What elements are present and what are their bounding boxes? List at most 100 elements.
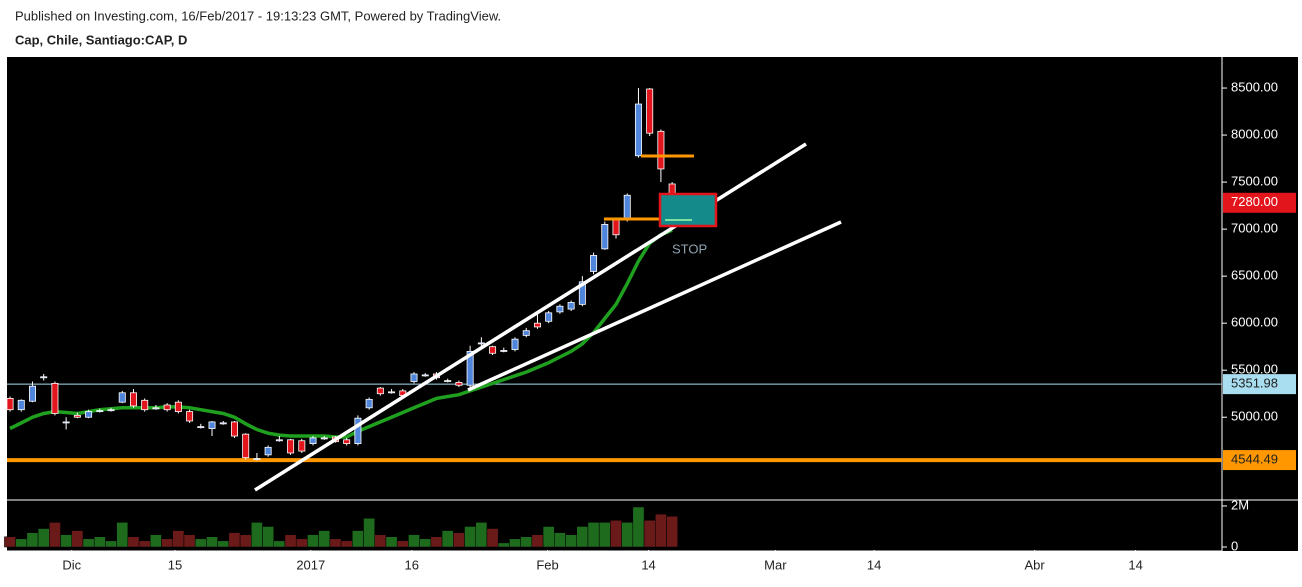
candle-body — [107, 409, 115, 412]
volume-bar — [374, 534, 387, 548]
candle-body — [578, 281, 586, 305]
candle-body — [511, 338, 519, 350]
candle-body — [489, 346, 497, 354]
volume-bar — [228, 532, 241, 548]
volume-bar — [183, 534, 196, 548]
price-label-box — [1223, 374, 1296, 395]
candle-body — [129, 392, 137, 407]
volume-bar — [127, 536, 140, 548]
volume-bar — [396, 540, 409, 548]
candle-body — [354, 417, 362, 444]
volume-bar — [486, 528, 499, 548]
stop-zone — [658, 192, 718, 228]
volume-bar — [453, 532, 465, 548]
volume-bar — [329, 538, 342, 548]
candle-body — [455, 382, 463, 386]
volume-bar — [262, 526, 274, 548]
candle-body — [533, 322, 541, 328]
volume-bar — [430, 536, 443, 548]
volume-bar — [531, 534, 544, 548]
trend-line — [467, 220, 842, 392]
candle-body — [612, 219, 620, 236]
candle-body — [230, 421, 238, 437]
volume-bar — [408, 534, 420, 548]
candle-body — [320, 437, 328, 440]
x-tick-label: Abr — [1024, 557, 1045, 572]
candle-body — [174, 401, 182, 412]
x-tick-label: Feb — [536, 557, 558, 572]
volume-bar — [666, 515, 678, 548]
volume-bar — [273, 540, 286, 548]
x-tick-label: 15 — [168, 557, 182, 572]
price-label: 7280.00 — [1231, 194, 1278, 209]
volume-bar — [576, 526, 589, 548]
volume-bar — [37, 528, 50, 548]
volume-bar — [509, 538, 521, 548]
volume-bar — [318, 530, 331, 548]
candle-body — [298, 440, 306, 452]
candle-body — [62, 421, 70, 424]
volume-bar — [161, 538, 173, 548]
y-tick-label: 8000.00 — [1231, 127, 1278, 142]
source-note: Published on Investing.com, 16/Feb/2017 … — [15, 8, 501, 23]
volume-bar — [542, 526, 555, 548]
candle-body — [118, 392, 126, 403]
candle-body — [376, 387, 384, 395]
volume-bar — [385, 536, 398, 548]
candle-body — [51, 382, 59, 414]
volume-bar — [475, 522, 488, 548]
volume-bar — [172, 530, 185, 548]
volume-bar — [82, 538, 95, 548]
volume-bar — [340, 540, 353, 548]
y-tick-label: 6500.00 — [1231, 268, 1278, 283]
volume-bar — [610, 520, 622, 548]
x-tick-label: 14 — [641, 557, 655, 572]
volume-bar — [60, 534, 73, 548]
x-tick-label: 14 — [1128, 557, 1142, 572]
candle-body — [500, 350, 508, 352]
volume-bar — [284, 534, 297, 548]
candle-body — [556, 305, 564, 313]
candle-body — [309, 437, 317, 444]
candle-body — [17, 399, 25, 411]
candle-body — [186, 411, 194, 422]
price-label: 4544.49 — [1231, 452, 1278, 467]
volume-bar — [307, 534, 319, 548]
volume-bar — [15, 538, 28, 548]
candle-body — [421, 374, 429, 377]
y-tick-label: 7000.00 — [1231, 221, 1278, 236]
candle-body — [208, 421, 216, 429]
volume-bar — [520, 536, 533, 548]
volume-bar — [295, 538, 308, 548]
volume-bar — [419, 538, 432, 548]
plot-background — [7, 57, 1298, 551]
y-tick-label: 5500.00 — [1231, 362, 1278, 377]
volume-bar — [239, 534, 252, 548]
volume-bar — [49, 522, 61, 548]
volume-bar — [441, 530, 454, 548]
candle-body — [253, 458, 261, 461]
candle-body — [634, 103, 642, 157]
candle-body — [85, 411, 93, 418]
chart-title: Cap, Chile, Santiago:CAP, D — [15, 32, 187, 47]
candle-body — [444, 380, 452, 382]
y-tick-label: 2M — [1231, 497, 1249, 512]
candle-body — [477, 342, 485, 345]
candle-body — [365, 398, 373, 409]
volume-bar — [565, 534, 577, 548]
candle-body — [466, 350, 474, 386]
volume-bar — [138, 540, 151, 548]
candle-body — [40, 376, 48, 379]
x-tick-label: 14 — [867, 557, 881, 572]
volume-bar — [150, 534, 162, 548]
volume-bar — [655, 513, 667, 548]
price-label: 5351.98 — [1231, 376, 1278, 391]
volume-bar — [363, 518, 375, 548]
y-tick-label: 8500.00 — [1231, 79, 1278, 94]
volume-bar — [4, 536, 16, 548]
y-tick-label: 5000.00 — [1231, 409, 1278, 424]
price-label-box — [1223, 450, 1296, 471]
y-tick-label: 0 — [1231, 538, 1238, 553]
candle-body — [545, 312, 553, 322]
